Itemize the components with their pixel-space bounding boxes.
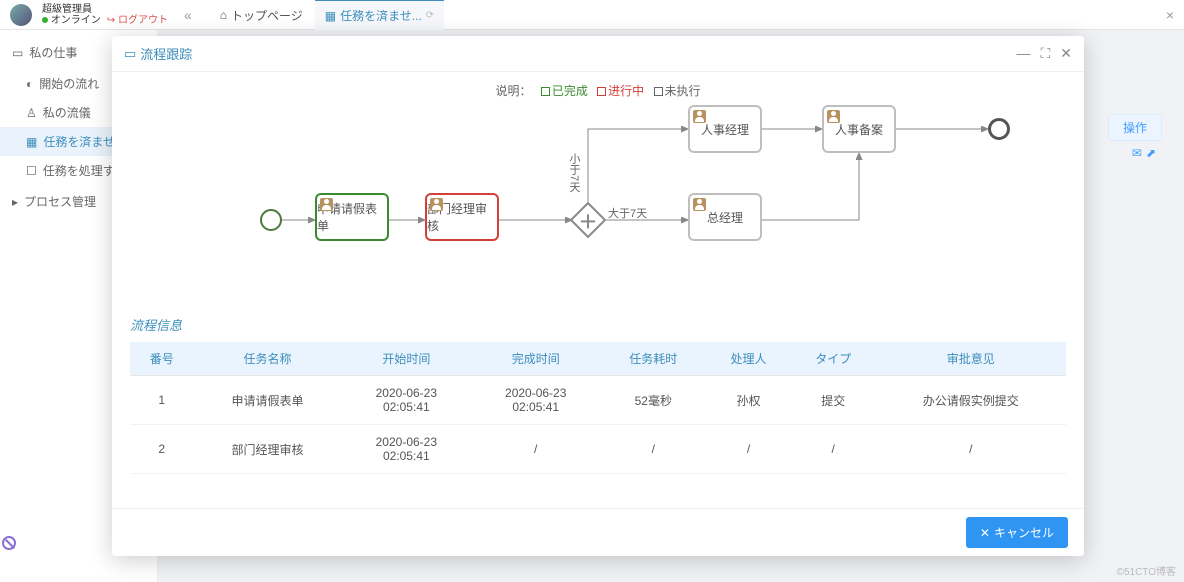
message-icon[interactable]: ✉ — [1132, 146, 1142, 160]
tab-refresh-icon[interactable]: ⟳ — [426, 10, 434, 21]
minimize-icon[interactable]: — — [1016, 45, 1030, 62]
edge-label-gt7: 大于7天 — [608, 205, 647, 221]
col-header: 开始时间 — [342, 342, 471, 376]
user-name: 超級管理員 — [42, 4, 168, 15]
flow-start — [260, 209, 282, 231]
modal-title: ▭ 流程跟踪 — [124, 44, 192, 63]
edge-label-lt7: 小于7天 — [566, 153, 582, 192]
avatar — [10, 4, 32, 26]
tab-tasks[interactable]: ▦ 任務を済ませ... ⟳ — [315, 0, 444, 30]
col-header: 完成时间 — [471, 342, 600, 376]
table-row: 1申请请假表单2020-06-23 02:05:412020-06-23 02:… — [130, 376, 1066, 425]
col-header: 番号 — [130, 342, 194, 376]
online-status: オンライン — [42, 15, 101, 26]
header-close-icon[interactable]: × — [1166, 7, 1174, 23]
watermark: ©51CTO博客 — [1117, 563, 1176, 578]
tab-home[interactable]: ⌂ トップページ — [210, 0, 313, 30]
modal-footer: ✕ キャンセル — [112, 508, 1084, 556]
modal-header: ▭ 流程跟踪 — ⛶ ✕ — [112, 36, 1084, 72]
col-header: 任务耗时 — [600, 342, 706, 376]
sidebar-collapse-icon[interactable]: « — [184, 7, 192, 23]
expand-icon[interactable]: ⬈ — [1146, 146, 1156, 160]
legend-done-icon — [541, 87, 550, 96]
col-header: タイプ — [791, 342, 876, 376]
cancel-button[interactable]: ✕ キャンセル — [966, 517, 1068, 548]
flow-end — [988, 118, 1010, 140]
flow-node-n2: 部门经理审核 — [425, 193, 499, 241]
col-header: 任务名称 — [194, 342, 342, 376]
col-header: 处理人 — [706, 342, 791, 376]
close-icon[interactable]: ✕ — [1060, 45, 1072, 62]
user-block: 超級管理員 オンライン ↪ ログアウト — [42, 4, 168, 26]
flow-node-n1: 申请请假表单 — [315, 193, 389, 241]
modal-process-trace: ▭ 流程跟踪 — ⛶ ✕ 说明： 已完成 进行中 未执行 — [112, 36, 1084, 556]
row-action-icons: ✉ ⬈ — [1132, 146, 1156, 160]
table-row: 2部门经理审核2020-06-23 02:05:41///// — [130, 425, 1066, 474]
flow-edges — [130, 105, 1066, 305]
flow-node-n5: 人事备案 — [822, 105, 896, 153]
flow-diagram: 申请请假表单部门经理审核 人事经理总经理 人事备案 小于7天 大于7天 — [130, 105, 1066, 305]
legend-pending-icon — [654, 87, 663, 96]
flow-node-n4: 总经理 — [688, 193, 762, 241]
col-header: 审批意见 — [876, 342, 1066, 376]
section-title: 流程信息 — [130, 315, 1066, 334]
app-header: 超級管理員 オンライン ↪ ログアウト « ⌂ トップページ ▦ 任務を済ませ.… — [0, 0, 1184, 30]
process-info-table: 番号任务名称开始时间完成时间任务耗时处理人タイプ审批意见 1申请请假表单2020… — [130, 342, 1066, 474]
logout-link[interactable]: ↪ ログアウト — [107, 15, 168, 26]
tab-bar: ⌂ トップページ ▦ 任務を済ませ... ⟳ — [210, 0, 444, 30]
help-icon[interactable] — [2, 536, 16, 550]
legend: 说明： 已完成 进行中 未执行 — [130, 82, 1066, 99]
legend-doing-icon — [597, 87, 606, 96]
modal-body: 说明： 已完成 进行中 未执行 申请请假表单部门经理审核 人事经理总经理 人事备案 … — [112, 72, 1084, 508]
maximize-icon[interactable]: ⛶ — [1040, 45, 1050, 62]
flow-node-n3: 人事经理 — [688, 105, 762, 153]
operation-button[interactable]: 操作 — [1108, 114, 1162, 141]
